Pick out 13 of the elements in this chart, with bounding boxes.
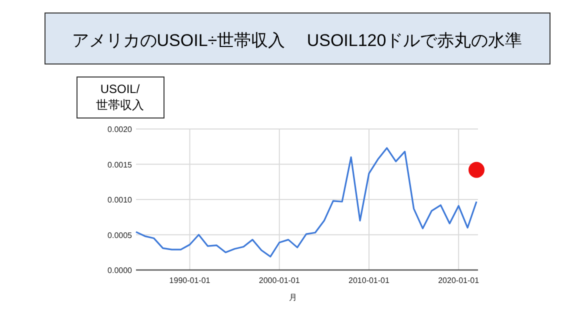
y-tick-label: 0.0020 [108,125,133,134]
x-tick-label: 1990-01-01 [169,276,211,285]
y-tick-label: 0.0000 [108,266,133,275]
y-tick-label: 0.0015 [108,160,133,170]
x-tick-label: 2010-01-01 [348,276,390,285]
x-tick-label: 2000-01-01 [258,276,300,285]
chart-title: アメリカのUSOIL÷世帯収入 USOIL120ドルで赤丸の水準 [72,31,522,50]
y-axis-title: USOIL/ 世帯収入 [96,82,144,112]
y-tick-label: 0.0005 [108,230,133,240]
line-series [135,147,478,258]
y-tick-label: 0.0010 [108,196,133,204]
x-tick-label: 2020-01-01 [438,276,480,285]
x-axis-title: 月 [289,293,297,302]
